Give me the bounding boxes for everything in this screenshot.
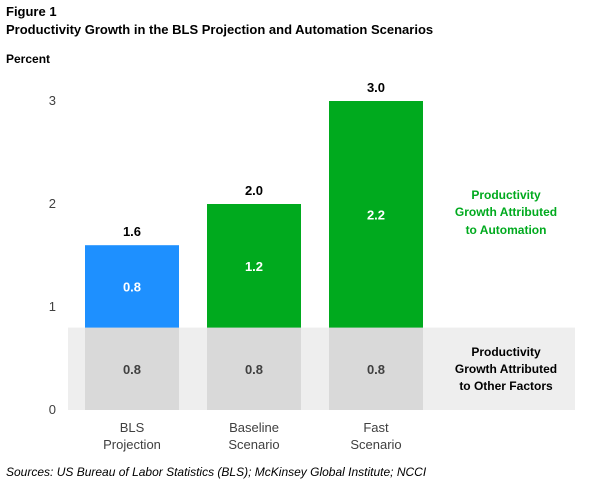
chart-title: Productivity Growth in the BLS Projectio… bbox=[6, 22, 434, 37]
bar-segment-automation-2 bbox=[329, 101, 423, 328]
legend-automation-line-1: Growth Attributed bbox=[455, 205, 557, 219]
bar-segment-automation-1 bbox=[207, 204, 301, 328]
source-note: Sources: US Bureau of Labor Statistics (… bbox=[6, 465, 427, 479]
category-label-1-1: Scenario bbox=[228, 437, 279, 452]
total-label-1: 2.0 bbox=[245, 183, 263, 198]
bar-segment-other-1 bbox=[207, 327, 301, 410]
category-label-2-1: Scenario bbox=[350, 437, 401, 452]
legend-automation-line-0: Productivity bbox=[471, 188, 541, 202]
data-label-automation-1: 1.2 bbox=[245, 259, 263, 274]
y-tick-label-1: 1 bbox=[49, 299, 56, 314]
y-tick-label-2: 2 bbox=[49, 196, 56, 211]
bar-segment-other-0 bbox=[85, 327, 179, 410]
legend-other-line-2: to Other Factors bbox=[459, 379, 553, 393]
data-label-other-2: 0.8 bbox=[367, 362, 385, 377]
category-label-2-0: Fast bbox=[363, 420, 389, 435]
category-label-1-0: Baseline bbox=[229, 420, 279, 435]
legend-other-line-0: Productivity bbox=[471, 345, 541, 359]
total-label-2: 3.0 bbox=[367, 80, 385, 95]
y-tick-label-0: 0 bbox=[49, 402, 56, 417]
category-label-0-1: Projection bbox=[103, 437, 161, 452]
data-label-other-0: 0.8 bbox=[123, 362, 141, 377]
category-label-0-0: BLS bbox=[120, 420, 145, 435]
data-label-other-1: 0.8 bbox=[245, 362, 263, 377]
total-label-0: 1.6 bbox=[123, 224, 141, 239]
data-label-automation-0: 0.8 bbox=[123, 279, 141, 294]
bar-segment-other-2 bbox=[329, 327, 423, 410]
legend-other-line-1: Growth Attributed bbox=[455, 362, 557, 376]
figure-label: Figure 1 bbox=[6, 4, 57, 19]
y-axis-unit-label: Percent bbox=[6, 52, 51, 66]
legend-automation-line-2: to Automation bbox=[466, 223, 547, 237]
data-label-automation-2: 2.2 bbox=[367, 207, 385, 222]
bar-segment-automation-0 bbox=[85, 245, 179, 328]
y-tick-label-3: 3 bbox=[49, 93, 56, 108]
